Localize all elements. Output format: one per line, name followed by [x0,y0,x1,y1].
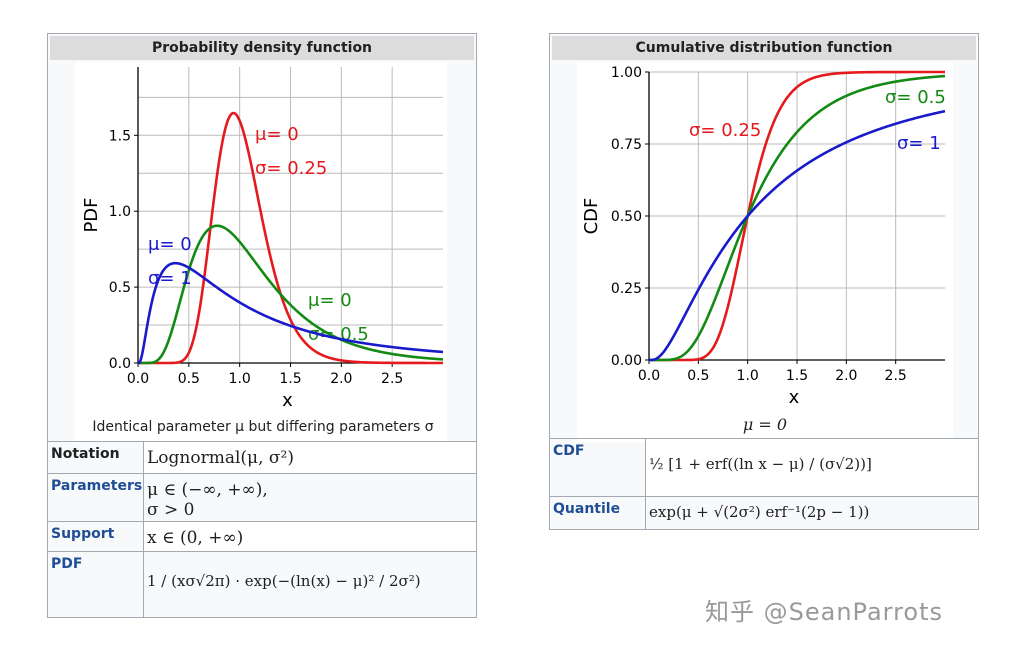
y-tick-label: 1.0 [109,204,131,220]
watermark: 知乎 @SeanParrots [705,598,944,626]
parameters-label[interactable]: Parameters [48,474,144,521]
pdf-formula: 1 / (xσ√2π) · exp(−(ln(x) − μ)² / 2σ²) [144,552,476,617]
series-label-sigma: σ= 0.5 [885,87,946,108]
pdf-infobox: Probability density function 0.0 0.5 1.0 1.… [47,33,477,618]
x-axis-label: x [789,387,800,408]
series-line-sigma-0.5 [648,74,946,362]
series-line-sigma-1 [648,109,946,362]
pdf-figure: 0.0 0.5 1.0 1.5 2.0 2.5 0.0 0.5 1.0 1.5 x PDF μ= 0 σ=… [75,62,447,442]
series-label-mu: μ= 0 [148,234,192,255]
series-label-sigma: σ= 1 [148,268,192,289]
cdf-infobox: Cumulative distribution function 0.0 0.5 1… [549,33,979,530]
parameters-row: Parameters μ ∈ (−∞, +∞), σ > 0 [48,473,476,521]
support-row: Support x ∈ (0, +∞) [48,521,476,551]
cdf-row: CDF ½ [1 + erf((ln x − μ) / (σ√2))] [550,438,978,496]
y-tick-label: 0.25 [611,281,642,297]
series-label-sigma: σ= 1 [897,133,941,154]
x-tick-label: 0.0 [127,371,149,387]
y-tick-label: 0.5 [109,280,131,296]
y-tick-label: 1.00 [611,65,642,81]
pdf-row: PDF 1 / (xσ√2π) · exp(−(ln(x) − μ)² / 2σ… [48,551,476,617]
notation-value: Lognormal(μ, σ²) [144,442,476,473]
series-label-sigma: σ= 0.25 [689,120,761,141]
pdf-infobox-title: Probability density function [50,36,474,60]
x-tick-label: 2.5 [381,371,403,387]
series-line-sigma-0.25 [137,111,444,365]
cdf-formula: ½ [1 + erf((ln x − μ) / (σ√2))] [646,439,978,496]
cdf-figure: 0.0 0.5 1.0 1.5 2.0 2.5 0.00 0.25 0.50 0.75 1.00 x C… [577,62,953,442]
quantile-row: Quantile exp(μ + √(2σ²) erf⁻¹(2p − 1)) [550,496,978,529]
quantile-formula: exp(μ + √(2σ²) erf⁻¹(2p − 1)) [646,497,978,529]
notation-label: Notation [48,442,144,473]
support-label[interactable]: Support [48,522,144,551]
x-tick-label: 0.5 [178,371,200,387]
parameters-mu: μ ∈ (−∞, +∞), [147,480,268,500]
series-label-mu: μ= 0 [255,124,299,145]
x-tick-label: 1.0 [229,371,251,387]
y-tick-label: 0.00 [611,353,642,369]
x-tick-label: 2.5 [885,368,907,384]
pdf-caption: Identical parameter μ but differing para… [92,419,434,435]
y-axis-label: PDF [81,197,102,232]
x-tick-label: 2.0 [835,368,857,384]
support-value: x ∈ (0, +∞) [144,522,476,551]
parameters-value: μ ∈ (−∞, +∞), σ > 0 [144,474,476,521]
quantile-label[interactable]: Quantile [550,497,646,529]
y-tick-label: 1.5 [109,128,131,144]
x-tick-label: 1.0 [737,368,759,384]
x-axis-label: x [282,390,293,411]
y-tick-label: 0.50 [611,209,642,225]
cdf-caption: μ = 0 [742,415,788,434]
series-label-sigma: σ= 0.25 [255,158,327,179]
x-tick-label: 0.5 [687,368,709,384]
y-tick-label: 0.0 [109,356,131,372]
parameters-sigma: σ > 0 [147,500,195,520]
pdf-chart: 0.0 0.5 1.0 1.5 2.0 2.5 0.0 0.5 1.0 1.5 x PDF μ= 0 σ=… [81,67,444,411]
cdf-chart: 0.0 0.5 1.0 1.5 2.0 2.5 0.00 0.25 0.50 0.75 1.00 x C… [581,65,946,408]
series-line-sigma-0.25 [648,70,946,362]
x-tick-label: 2.0 [330,371,352,387]
y-axis-label: CDF [581,198,602,235]
y-tick-label: 0.75 [611,137,642,153]
x-tick-label: 0.0 [638,368,660,384]
pdf-label[interactable]: PDF [48,552,144,617]
series-label-mu: μ= 0 [308,290,352,311]
series-line-sigma-0.5 [137,224,444,365]
cdf-label[interactable]: CDF [550,439,646,496]
x-tick-label: 1.5 [279,371,301,387]
series-line-sigma-1 [137,261,444,365]
notation-row: Notation Lognormal(μ, σ²) [48,441,476,473]
x-tick-label: 1.5 [786,368,808,384]
cdf-infobox-title: Cumulative distribution function [552,36,976,60]
series-label-sigma: σ= 0.5 [308,324,369,345]
